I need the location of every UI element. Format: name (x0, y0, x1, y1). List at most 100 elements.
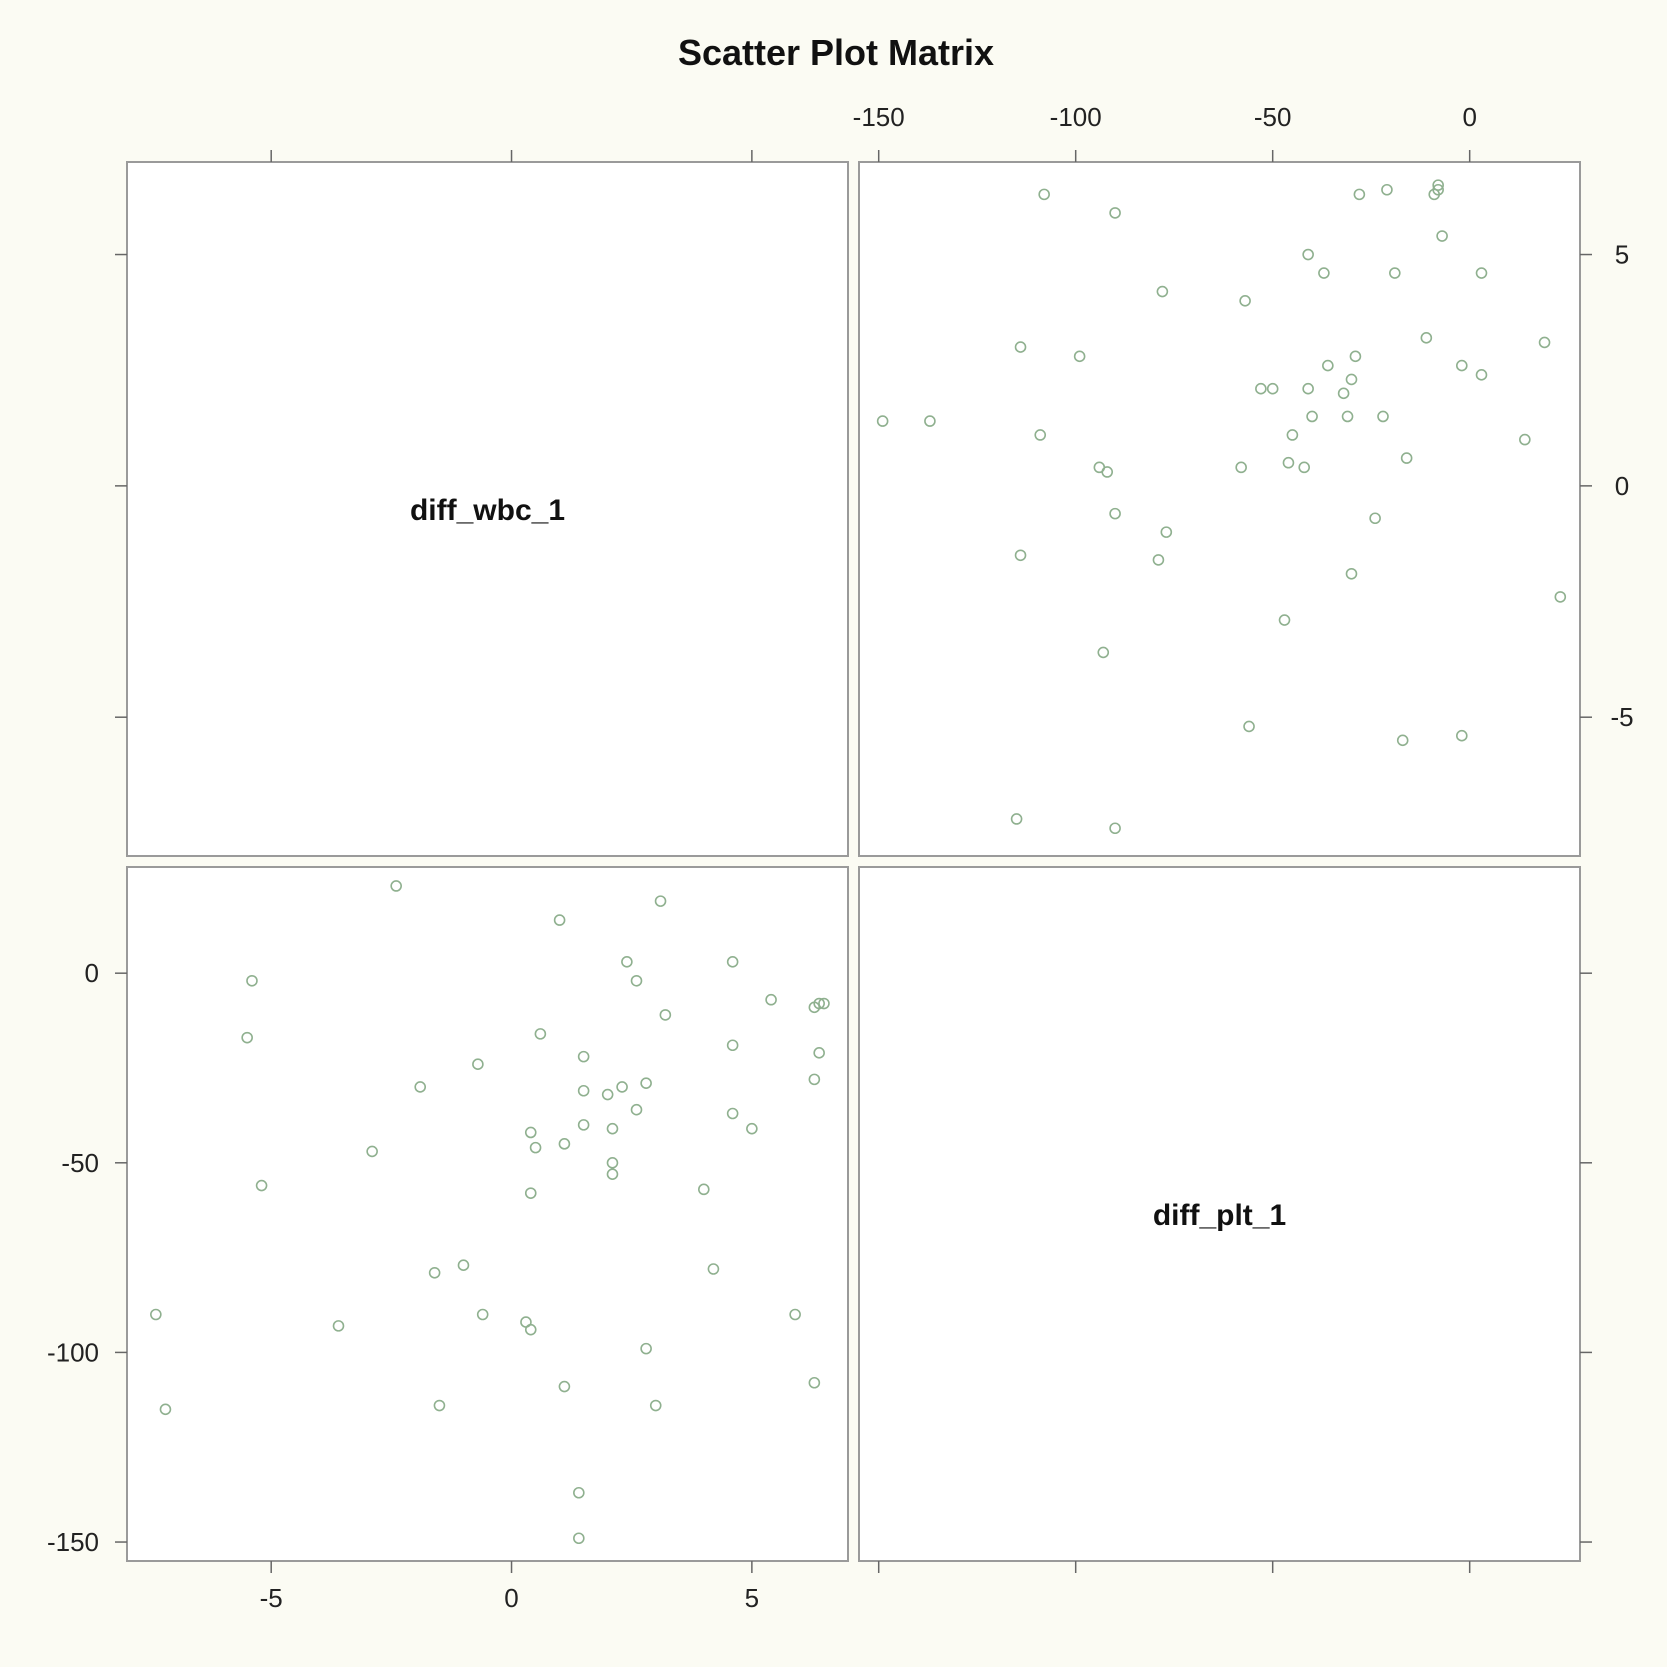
panel-diag-diff-plt: diff_plt_1 (858, 866, 1581, 1562)
scatter-point (1306, 410, 1318, 423)
scatter-point (577, 1084, 590, 1097)
scatter-point (1160, 526, 1173, 538)
scatter-point (577, 1050, 590, 1063)
scatter-point (726, 1107, 739, 1120)
scatter-point (1420, 332, 1433, 344)
scatter-point (1475, 369, 1488, 381)
scatter-point (606, 1122, 619, 1135)
scatter-point (1456, 359, 1468, 372)
scatter-point (640, 1077, 652, 1089)
tick-label-right-wbc: 0 (1615, 471, 1629, 501)
scatter-point (616, 1081, 628, 1093)
scatter-point (621, 956, 633, 968)
scatter-point (697, 1183, 710, 1196)
scatter-point (414, 1081, 427, 1093)
variable-label-diff-plt: diff_plt_1 (1153, 1199, 1286, 1232)
panel-plt-vs-wbc (858, 161, 1581, 857)
scatter-point (789, 1308, 801, 1321)
scatter-point (813, 1047, 825, 1059)
scatter-point (553, 914, 566, 926)
scatter-point (1318, 267, 1330, 279)
scatter-point (1097, 646, 1110, 659)
scatter-point (707, 1263, 720, 1275)
scatter-point (150, 1308, 162, 1321)
scatter-point (1282, 456, 1295, 469)
scatter-point (159, 1403, 172, 1416)
scatter-point (1243, 720, 1255, 733)
scatter-point (524, 1126, 537, 1139)
scatter-point (1034, 429, 1047, 441)
scatter-point (573, 1532, 585, 1545)
panel-frame (126, 161, 849, 857)
scatter-point (246, 974, 258, 987)
panel-diag-diff-wbc: diff_wbc_1 (126, 161, 849, 857)
tick-label-top-plt: -150 (853, 102, 905, 132)
scatter-point (390, 880, 402, 892)
scatter-point (1152, 554, 1165, 566)
scatter-point (366, 1145, 378, 1158)
scatter-point (1369, 512, 1381, 525)
scatter-point (1266, 382, 1279, 395)
scatter-point (1073, 350, 1086, 363)
scatter-point (1322, 359, 1334, 372)
scatter-point (808, 1376, 821, 1389)
scatter-point (1286, 429, 1299, 441)
scatter-point (1235, 461, 1247, 474)
scatter-point (534, 1028, 547, 1040)
scatter-point (1554, 591, 1567, 603)
scatter-point (1400, 452, 1413, 464)
tick-label-left-plt: -50 (61, 1148, 99, 1178)
chart-title: Scatter Plot Matrix (678, 32, 994, 73)
tick-label-left-plt: 0 (85, 958, 99, 988)
scatter-point (1109, 507, 1121, 520)
scatter-point (1436, 230, 1448, 242)
variable-label-diff-wbc: diff_wbc_1 (410, 494, 565, 527)
points-top-right (876, 179, 1567, 835)
axes-layer: -5 0 5-150 -100 -50 0-150-100-500-505 (47, 102, 1634, 1613)
scatter-point (1038, 188, 1050, 201)
scatter-point (457, 1259, 470, 1271)
tick-label-left-plt: -100 (47, 1337, 99, 1367)
tick-label-right-wbc: -5 (1610, 702, 1633, 732)
scatter-point (606, 1157, 619, 1169)
scatter-point (630, 974, 643, 987)
scatter-point (1456, 729, 1468, 742)
scatter-point (640, 1342, 652, 1355)
scatter-point (577, 1119, 590, 1131)
scatter-point (558, 1380, 571, 1393)
scatter-point (1302, 382, 1314, 395)
scatter-point (255, 1179, 268, 1192)
scatter-point (1389, 267, 1401, 279)
scatter-point (726, 956, 739, 968)
points-bottom-left (150, 880, 830, 1545)
scatter-point (726, 1039, 739, 1052)
scatter-point (1353, 188, 1366, 201)
scatter-point (1093, 461, 1106, 474)
scatter-point (428, 1266, 441, 1279)
scatter-point (808, 1073, 821, 1086)
scatter-point (524, 1323, 537, 1336)
scatter-point (1377, 410, 1389, 423)
scatter-point (1396, 734, 1409, 747)
scatter-point (524, 1187, 537, 1199)
scatter-point (1337, 387, 1350, 400)
scatter-point (573, 1486, 585, 1499)
scatter-point (808, 1001, 821, 1014)
scatter-point (659, 1009, 672, 1021)
scatter-point (1109, 207, 1121, 219)
scatter-point (529, 1141, 542, 1154)
tick-label-bottom-wbc: 5 (745, 1583, 759, 1613)
scatter-point (649, 1399, 662, 1412)
scatter-point (1010, 813, 1023, 825)
scatter-point (1538, 336, 1551, 349)
scatter-point (924, 415, 936, 427)
scatter-point (1014, 549, 1027, 562)
scatter-point (1239, 294, 1251, 307)
scatter-point (746, 1122, 758, 1135)
scatter-point (433, 1399, 446, 1412)
tick-label-right-wbc: 5 (1615, 240, 1629, 270)
scatter-point (876, 415, 889, 427)
tick-label-top-plt: -100 (1050, 102, 1102, 132)
scatter-point (1345, 373, 1358, 386)
